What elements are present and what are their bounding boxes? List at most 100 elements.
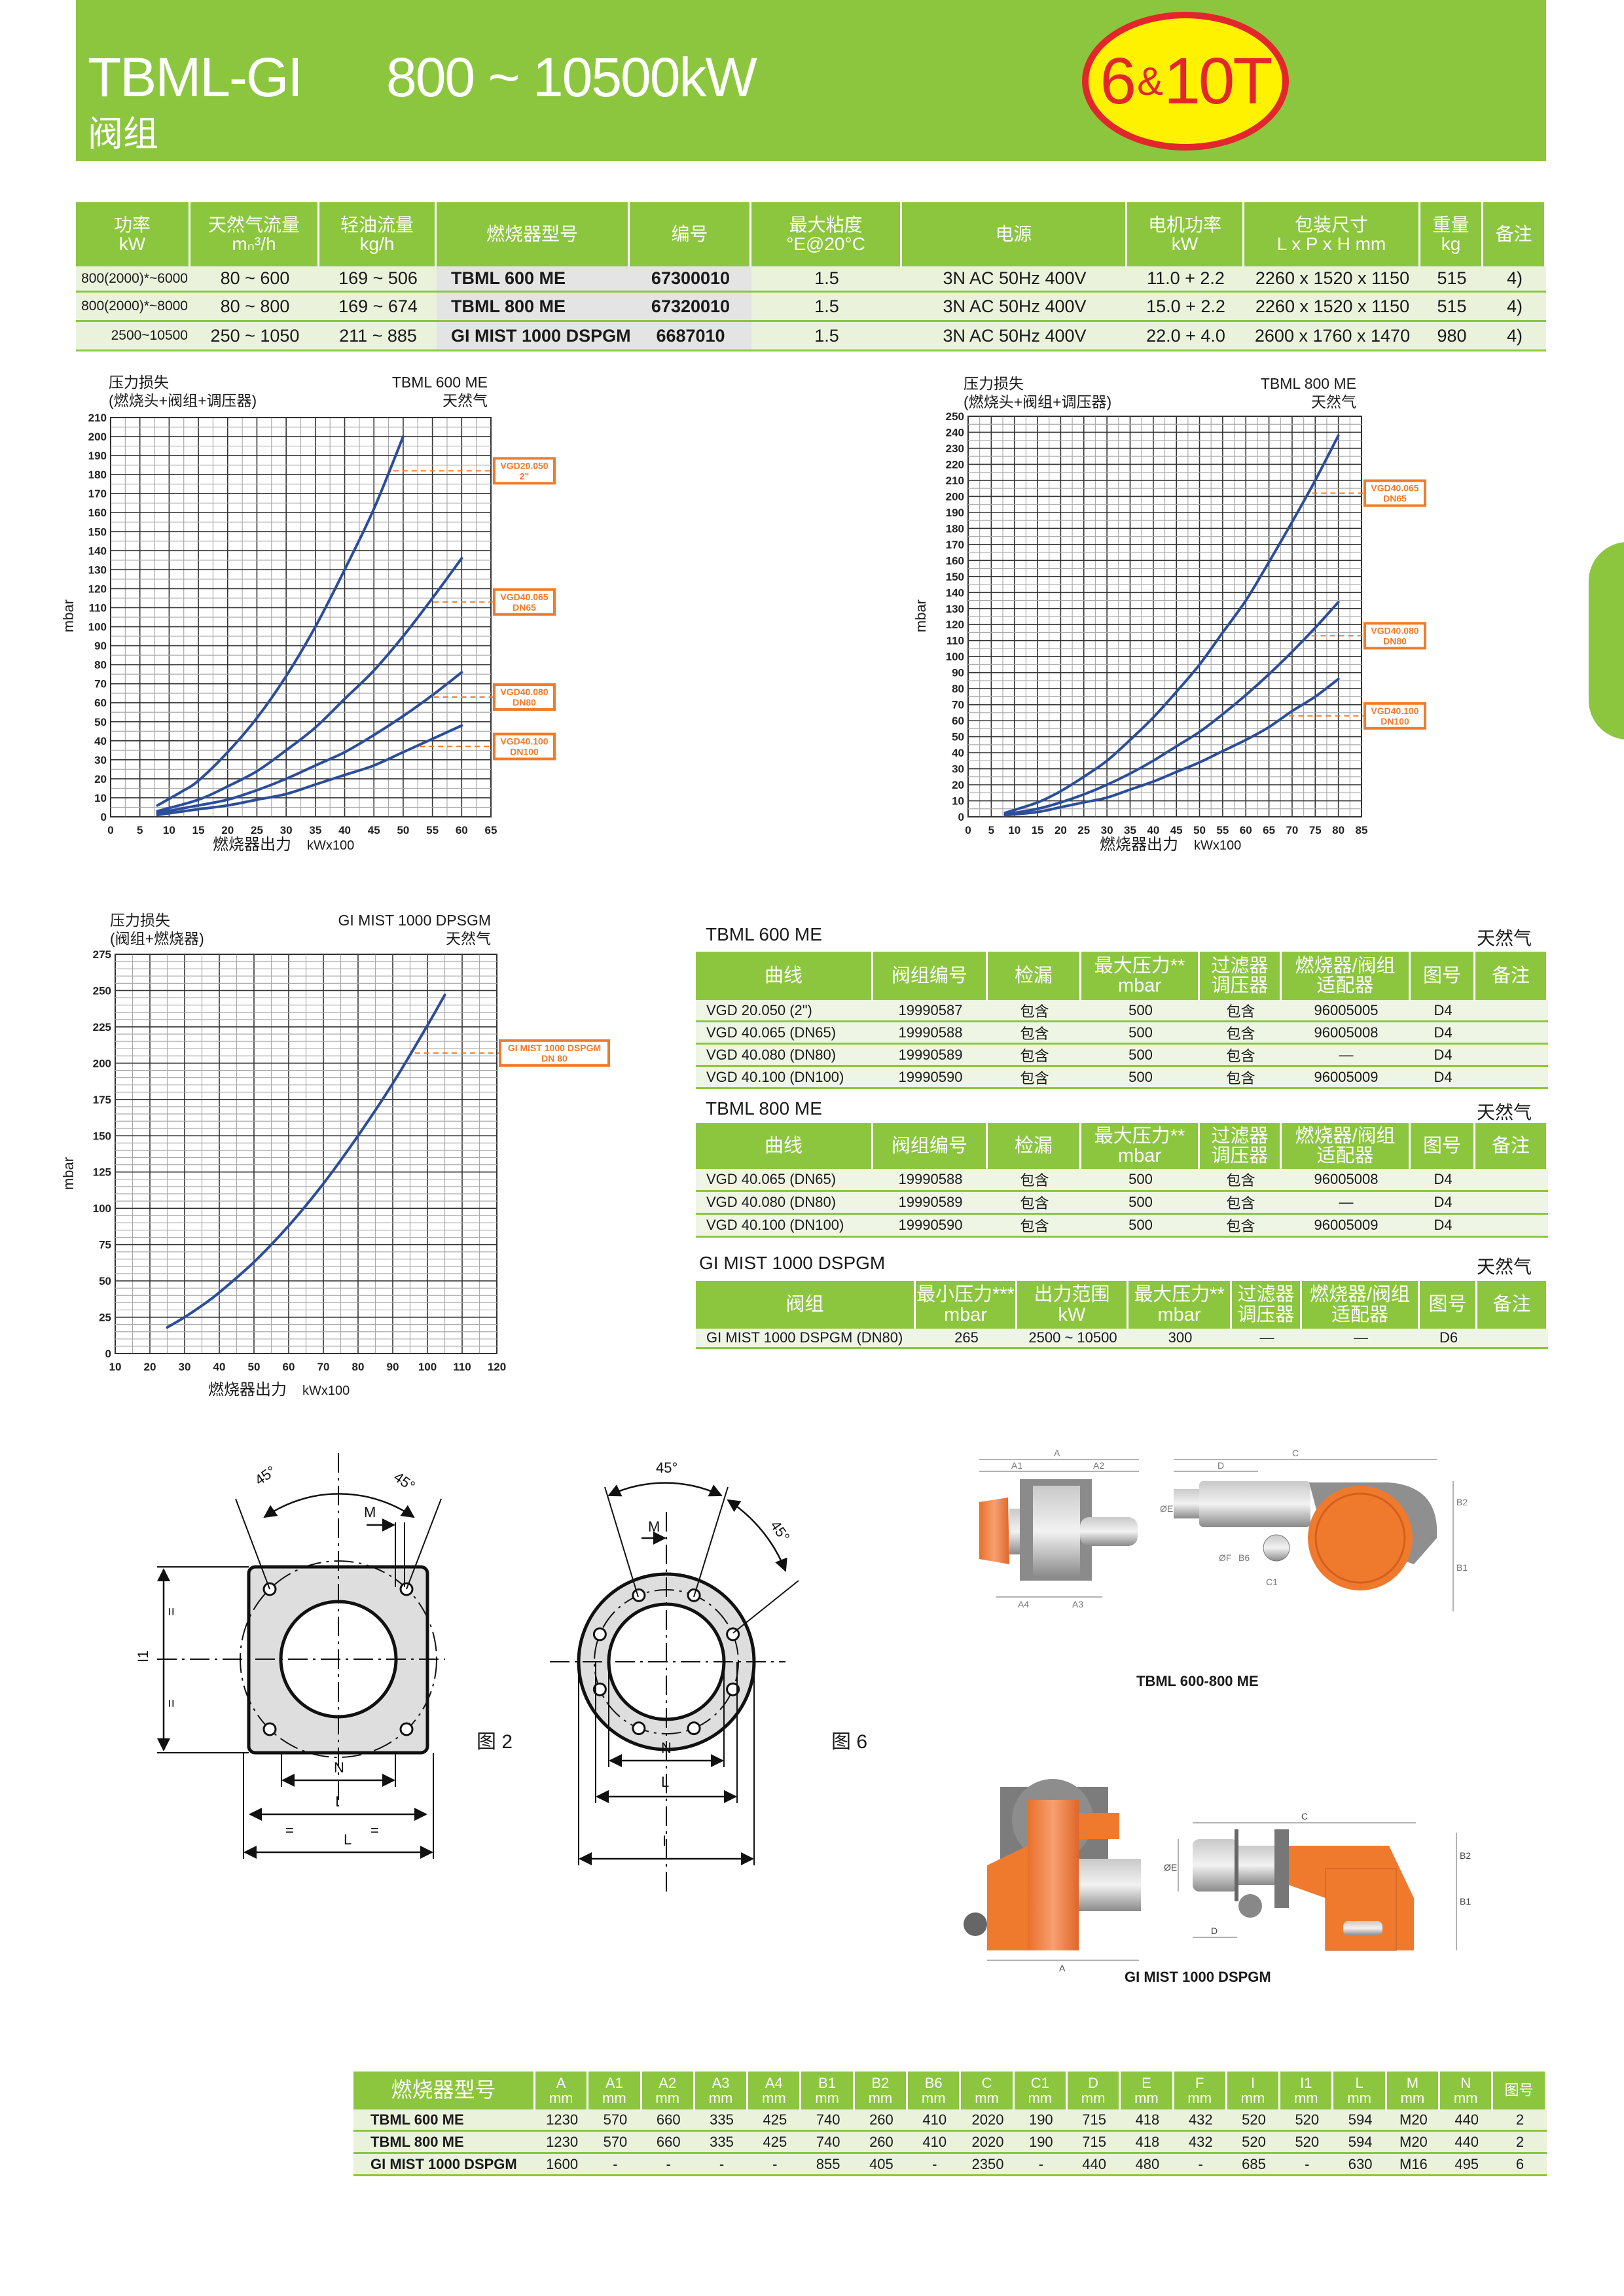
column-header: I1 mm	[1280, 2072, 1334, 2109]
x-tick-label: 35	[1124, 824, 1136, 836]
chart-1: 0 5 10 15 20 25 30 35 40 45 50 55 60 65 0 10 20 30 40 50 60 7…	[88, 412, 556, 836]
table-cell: 4)	[1483, 266, 1546, 293]
annotation-label: DN100	[510, 747, 539, 757]
table-cell: 96005005	[1282, 1000, 1411, 1022]
column-header: A mm	[535, 2072, 589, 2109]
valve-table-gas: 天然气	[1476, 1102, 1532, 1122]
column-header: 编号	[630, 202, 751, 266]
table-cell: 1.5	[751, 266, 902, 293]
table-cell: 630	[1333, 2154, 1387, 2176]
table-cell: GI MIST 1000 DSPGM	[437, 322, 631, 351]
chart3-caption-1: 压力损失	[110, 912, 170, 929]
table-cell	[1475, 1192, 1548, 1215]
chart1-subtitle: 天然气	[442, 392, 488, 409]
table-cell: D4	[1411, 1169, 1475, 1192]
bolt-hole	[592, 1682, 607, 1696]
gimist-dimension-lines	[987, 1822, 1457, 1961]
annotation-label: VGD40.080	[500, 687, 548, 697]
bolt-hole	[632, 1721, 646, 1736]
table-cell: 432	[1174, 2109, 1227, 2132]
chart2-xunit: kWx100	[1194, 838, 1242, 853]
table-cell: 250 ~ 1050	[190, 322, 319, 351]
equal-mark: =	[163, 1607, 179, 1616]
tbml-dimension-lines	[979, 1459, 1454, 1611]
dim-b2: B2	[1456, 1497, 1468, 1507]
table-cell: D4	[1411, 1067, 1475, 1089]
angle-label: 45°	[767, 1518, 793, 1545]
x-tick-label: 60	[283, 1361, 295, 1373]
y-tick-label: 150	[88, 526, 107, 538]
equal-mark: =	[370, 1822, 379, 1839]
y-tick-label: 220	[946, 458, 964, 471]
table-cell: 2260 x 1520 x 1150	[1244, 266, 1420, 293]
column-header: 过滤器 调压器	[1232, 1281, 1302, 1329]
column-header: 天然气流量 mₙ³/h	[190, 202, 319, 266]
annotation-label: DN65	[513, 602, 536, 613]
column-header: 出力范围 kW	[1017, 1281, 1128, 1329]
valve-table-title: TBML 800 ME	[706, 1098, 822, 1119]
y-tick-label: 190	[946, 507, 964, 519]
page-header-band: TBML-GI 800 ~ 10500kW 阀组	[76, 0, 1546, 161]
annotation-box	[493, 588, 556, 616]
table-cell: 2020	[961, 2109, 1015, 2132]
table-cell: 480	[1121, 2154, 1174, 2176]
y-tick-label: 110	[947, 635, 964, 647]
column-header: 燃烧器型号	[353, 2072, 535, 2109]
y-tick-label: 250	[946, 410, 964, 423]
x-tick-label: 110	[453, 1361, 471, 1373]
x-tick-label: 20	[221, 824, 234, 836]
dimension-table: 燃烧器型号 A mm A1 mm A2 mm A3 mm A4 mm B1 mm B2 mm B…	[353, 2072, 1547, 2176]
x-tick-label: 55	[426, 824, 439, 836]
column-header: 包装尺寸 L x P x H mm	[1244, 202, 1420, 266]
table-cell: 19990589	[873, 1045, 988, 1067]
x-tick-label: 25	[251, 824, 263, 836]
table-cell	[1475, 1169, 1548, 1192]
chart-2: 0 5 10 15 20 25 30 35 40 45 50 55 60 65 70 75 80 85 0 10 20 3…	[946, 410, 1426, 836]
series-curve-1	[1003, 434, 1340, 814]
table-cell: 19990590	[873, 1215, 988, 1238]
column-header: 阀组编号	[873, 1123, 988, 1169]
table-cell: 495	[1440, 2154, 1494, 2176]
column-header: 重量 kg	[1420, 202, 1483, 266]
y-tick-label: 30	[94, 754, 107, 766]
x-tick-label: 20	[144, 1361, 156, 1373]
x-tick-label: 65	[1263, 824, 1275, 836]
column-header: 电机功率 kW	[1127, 202, 1244, 266]
annotation-label: DN80	[1383, 636, 1407, 646]
column-header: 电源	[902, 202, 1127, 266]
table-cell: -	[1014, 2154, 1068, 2176]
table-cell: 19990589	[873, 1192, 988, 1215]
column-header: 备注	[1483, 202, 1546, 266]
table-cell: 包含	[988, 1192, 1081, 1215]
tbml-dimension-labels: A A1 A2 A4 A3 C D ØE B2 B1 C1 ØF B6	[1011, 1448, 1468, 1609]
y-tick-label: 0	[958, 811, 964, 823]
y-tick-label: 25	[99, 1312, 111, 1324]
column-header: L mm	[1333, 2072, 1387, 2109]
table-cell: 410	[908, 2109, 962, 2132]
table-cell: 96005008	[1282, 1169, 1411, 1192]
x-tick-label: 70	[317, 1361, 330, 1373]
dim-c: C	[1301, 1811, 1308, 1821]
row-label-cell: VGD 40.080 (DN80)	[696, 1192, 873, 1215]
x-tick-label: 60	[1240, 824, 1252, 836]
y-tick-label: 170	[88, 488, 107, 500]
column-header: E mm	[1121, 2072, 1174, 2109]
y-tick-label: 100	[93, 1202, 111, 1215]
x-tick-label: 25	[1077, 824, 1090, 836]
y-tick-label: 0	[101, 811, 107, 823]
column-header: 过滤器 调压器	[1200, 952, 1282, 1000]
l1-label: I1	[135, 1651, 151, 1662]
y-tick-label: 140	[946, 586, 964, 599]
annotation-label: VGD40.080	[1371, 625, 1418, 636]
table-cell: 3N AC 50Hz 400V	[902, 322, 1127, 351]
table-cell: 715	[1067, 2132, 1121, 2154]
table-cell: 6687010	[630, 322, 751, 351]
table-cell: 1230	[535, 2109, 589, 2132]
table-cell: 11.0 + 2.2	[1127, 266, 1244, 293]
valve-table-gas: 天然气	[1476, 1257, 1532, 1277]
table-cell: 80 ~ 600	[190, 266, 319, 293]
table-cell	[1475, 1045, 1548, 1067]
table-cell: 包含	[988, 1022, 1081, 1045]
column-header: 备注	[1475, 952, 1548, 1000]
table-cell: 4)	[1483, 322, 1546, 351]
